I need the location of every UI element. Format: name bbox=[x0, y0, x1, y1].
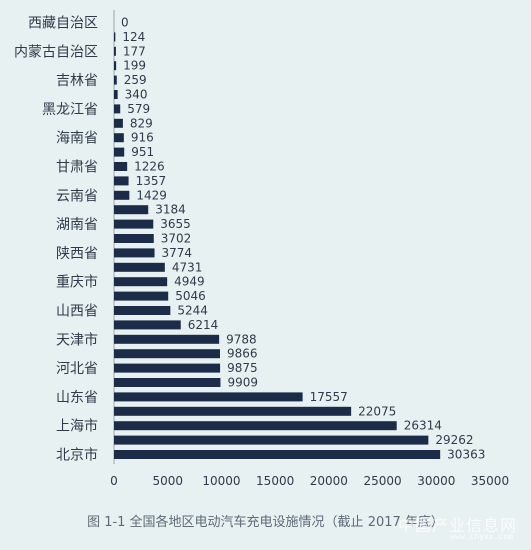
bar bbox=[114, 162, 128, 171]
bar bbox=[114, 190, 130, 200]
bar-value-label: 9788 bbox=[226, 332, 257, 346]
bar bbox=[114, 277, 168, 287]
bar-value-label: 916 bbox=[131, 131, 154, 145]
bar-value-label: 22075 bbox=[358, 404, 396, 418]
bar bbox=[114, 291, 169, 301]
bar-value-label: 17557 bbox=[310, 390, 348, 404]
bar bbox=[114, 306, 171, 315]
bar-value-label: 4949 bbox=[174, 275, 205, 289]
bar bbox=[114, 75, 117, 85]
category-label: 云南省 bbox=[56, 188, 98, 204]
bar bbox=[114, 205, 149, 215]
category-label: 重庆市 bbox=[56, 274, 98, 291]
bar-value-label: 579 bbox=[127, 102, 150, 116]
bar-value-label: 6214 bbox=[188, 318, 219, 332]
watermark-url: www.chyxx.com bbox=[450, 532, 513, 541]
x-tick-label: 10000 bbox=[202, 474, 240, 488]
category-label: 海南省 bbox=[56, 131, 98, 147]
bar bbox=[114, 176, 129, 186]
bar bbox=[114, 406, 352, 416]
bar-value-label: 5046 bbox=[175, 289, 206, 303]
bar bbox=[114, 334, 220, 344]
bar bbox=[114, 90, 118, 99]
bar-value-label: 3774 bbox=[162, 246, 193, 260]
bar bbox=[114, 392, 303, 402]
bar bbox=[114, 32, 116, 42]
x-tick-label: 30000 bbox=[417, 474, 455, 488]
bar-value-label: 3702 bbox=[161, 232, 192, 246]
bar-value-label: 5244 bbox=[177, 304, 208, 318]
bar bbox=[114, 378, 221, 387]
bar-value-label: 9875 bbox=[227, 361, 258, 375]
bar-value-label: 259 bbox=[124, 73, 147, 87]
bar-value-label: 30363 bbox=[447, 448, 485, 462]
bar bbox=[114, 320, 181, 330]
bar-value-label: 0 bbox=[121, 16, 129, 30]
bar-value-label: 4731 bbox=[172, 260, 203, 274]
chart-caption: 图 1-1 全国各地区电动汽车充电设施情况（截止 2017 年底） bbox=[87, 515, 444, 530]
bar-value-label: 9909 bbox=[227, 376, 258, 390]
bar-value-label: 829 bbox=[130, 116, 153, 130]
bar bbox=[114, 46, 116, 56]
category-label: 西藏自治区 bbox=[28, 16, 98, 32]
category-label: 上海市 bbox=[56, 418, 98, 435]
bar-value-label: 3655 bbox=[160, 217, 191, 231]
bar-value-label: 29262 bbox=[435, 433, 473, 447]
bar-value-label: 9866 bbox=[227, 347, 258, 361]
bar-value-label: 26314 bbox=[404, 419, 442, 433]
category-label: 山西省 bbox=[56, 304, 98, 320]
bar-value-label: 199 bbox=[123, 59, 146, 73]
bar bbox=[114, 363, 221, 373]
bar-value-label: 177 bbox=[123, 44, 146, 58]
bar bbox=[114, 133, 124, 143]
bar-value-label: 1226 bbox=[134, 160, 165, 174]
bar-value-label: 951 bbox=[131, 145, 154, 159]
bar bbox=[114, 147, 125, 157]
bar-value-label: 1357 bbox=[136, 174, 167, 188]
bar bbox=[114, 421, 397, 431]
bar bbox=[114, 262, 165, 272]
category-label: 河北省 bbox=[56, 361, 98, 377]
x-tick-label: 5000 bbox=[152, 474, 183, 488]
category-label: 内蒙古自治区 bbox=[14, 44, 98, 60]
bar bbox=[114, 118, 123, 128]
category-label: 陕西省 bbox=[56, 246, 98, 262]
bar bbox=[114, 435, 429, 445]
bar bbox=[114, 234, 154, 243]
bar-value-label: 340 bbox=[125, 88, 148, 102]
bar bbox=[114, 450, 441, 459]
bar bbox=[114, 61, 117, 71]
category-label: 吉林省 bbox=[56, 73, 98, 89]
category-label: 黑龙江省 bbox=[42, 102, 98, 118]
category-label: 湖南省 bbox=[56, 217, 98, 233]
x-tick-label: 20000 bbox=[310, 474, 348, 488]
watermark: 中国产业信息网 bbox=[397, 516, 517, 535]
bar bbox=[114, 104, 121, 114]
category-label: 甘肃省 bbox=[56, 160, 98, 176]
bar-value-label: 1429 bbox=[136, 188, 167, 202]
bar-value-label: 3184 bbox=[155, 203, 186, 217]
bar bbox=[114, 248, 155, 258]
x-tick-label: 15000 bbox=[256, 474, 294, 488]
bar bbox=[114, 219, 154, 229]
bar-value-label: 124 bbox=[122, 30, 145, 44]
category-label: 山东省 bbox=[56, 390, 98, 406]
x-tick-label: 0 bbox=[110, 474, 118, 488]
bar bbox=[114, 349, 220, 359]
category-label: 天津市 bbox=[56, 331, 98, 348]
x-tick-label: 25000 bbox=[363, 474, 401, 488]
x-tick-label: 35000 bbox=[471, 474, 509, 488]
category-label: 北京市 bbox=[56, 447, 98, 464]
